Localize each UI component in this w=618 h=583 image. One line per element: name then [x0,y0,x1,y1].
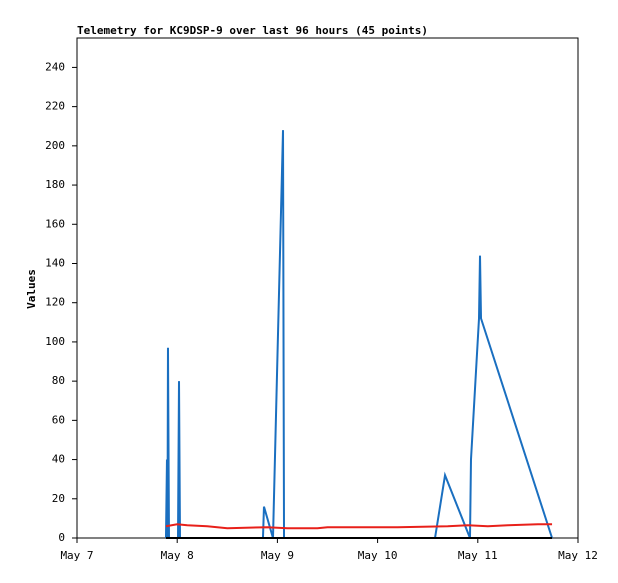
y-tick-label: 180 [45,178,65,191]
x-tick-label: May 12 [558,549,598,562]
y-axis-label: Values [25,269,38,309]
y-tick-label: 140 [45,256,65,269]
x-tick-label: May 10 [358,549,398,562]
x-tick-label: May 9 [261,549,294,562]
x-tick-label: May 11 [458,549,498,562]
y-tick-label: 240 [45,60,65,73]
y-tick-label: 200 [45,139,65,152]
y-tick-label: 0 [58,531,65,544]
y-tick-label: 160 [45,217,65,230]
y-tick-label: 100 [45,335,65,348]
y-tick-label: 60 [52,413,65,426]
chart-title: Telemetry for KC9DSP-9 over last 96 hour… [77,24,428,37]
x-tick-label: May 8 [161,549,194,562]
y-tick-label: 20 [52,492,65,505]
series-line [164,130,553,539]
y-tick-label: 80 [52,374,65,387]
x-tick-label: May 7 [60,549,93,562]
y-tick-label: 220 [45,100,65,113]
series-line [165,523,553,530]
y-tick-label: 40 [52,453,65,466]
y-tick-label: 120 [45,296,65,309]
